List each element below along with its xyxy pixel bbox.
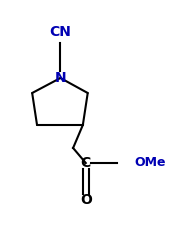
Text: C: C <box>81 156 91 170</box>
Text: O: O <box>80 193 92 207</box>
Text: OMe: OMe <box>135 156 166 170</box>
Text: N: N <box>55 71 66 85</box>
Text: CN: CN <box>49 25 71 39</box>
